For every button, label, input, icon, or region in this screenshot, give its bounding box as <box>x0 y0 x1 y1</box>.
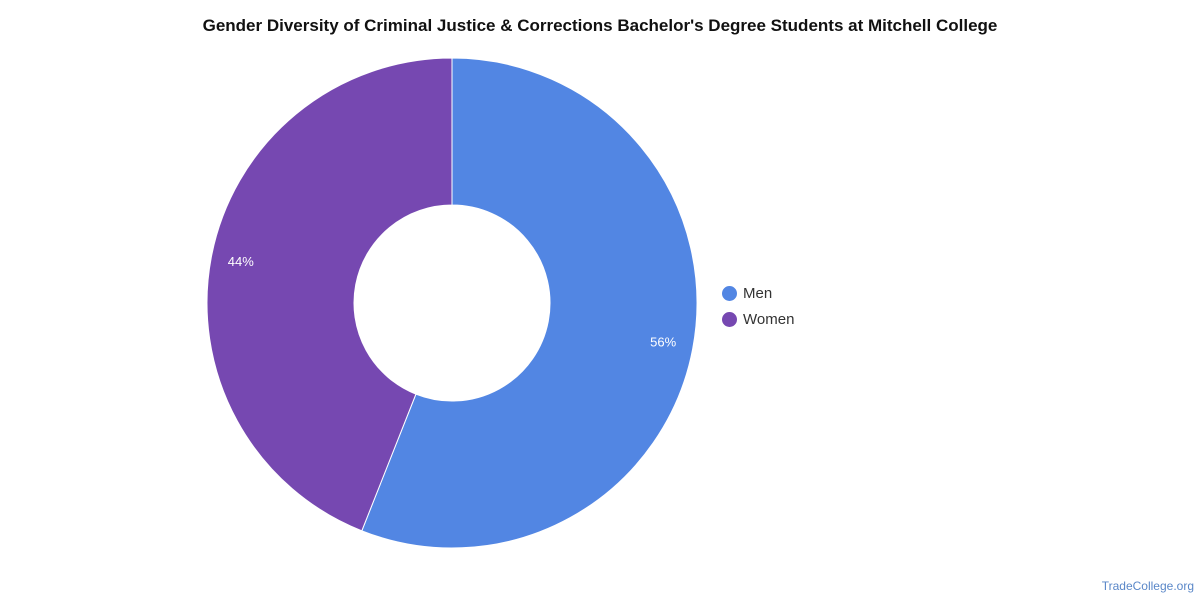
source-link[interactable]: TradeCollege.org <box>1101 579 1194 593</box>
chart-title: Gender Diversity of Criminal Justice & C… <box>202 16 998 35</box>
slice-label-women: 44% <box>228 254 254 269</box>
legend-label-women: Women <box>743 310 795 328</box>
legend-swatch-women <box>722 311 737 327</box>
legend-swatch-men <box>722 285 737 301</box>
legend-item-men[interactable]: Men <box>722 280 794 306</box>
slice-women[interactable] <box>206 57 453 532</box>
slice-label-men: 56% <box>650 335 676 350</box>
legend-item-women[interactable]: Women <box>722 306 794 332</box>
legend-label-men: Men <box>743 284 773 302</box>
legend: Men Women <box>722 280 794 332</box>
slice-men[interactable] <box>361 57 698 549</box>
